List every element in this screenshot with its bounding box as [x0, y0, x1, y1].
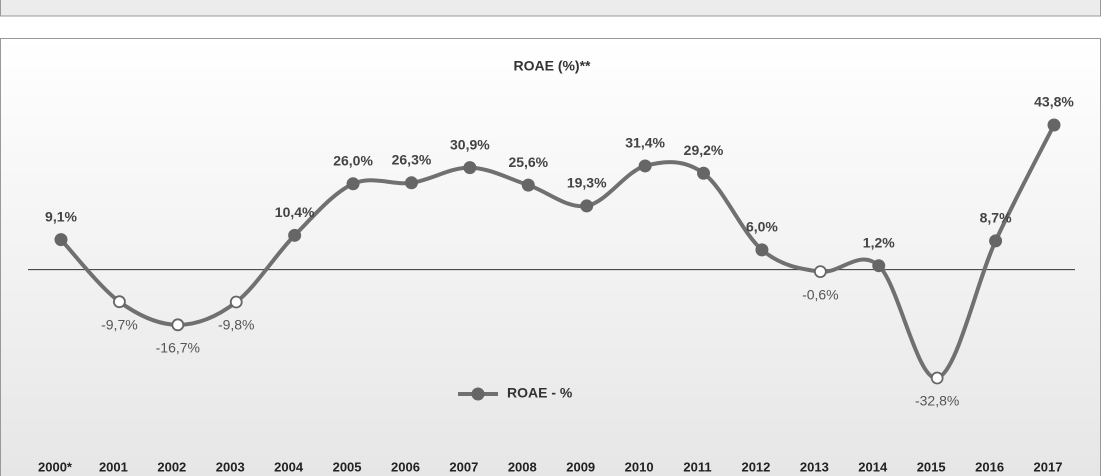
top-panel: [0, 0, 1101, 17]
x-tick-label: 2006: [391, 459, 420, 474]
data-label: 29,2%: [684, 142, 724, 158]
x-tick-label: 2003: [216, 459, 245, 474]
point: [638, 159, 652, 173]
point: [229, 295, 243, 309]
point: [288, 228, 302, 242]
legend-marker: [471, 387, 485, 401]
point: [755, 243, 769, 257]
data-label: 31,4%: [625, 135, 665, 151]
x-tick-label: 2009: [566, 459, 595, 474]
x-tick-label: 2001: [99, 459, 128, 474]
x-tick-label: 2011: [683, 459, 711, 474]
point: [404, 176, 418, 190]
data-label: 10,4%: [275, 204, 315, 220]
x-tick-label: 2005: [333, 459, 362, 474]
point: [463, 161, 477, 175]
point: [580, 199, 594, 213]
point: [1047, 118, 1061, 132]
point: [697, 166, 711, 180]
data-label: 6,0%: [746, 219, 778, 235]
point: [54, 233, 68, 247]
x-tick-label: 2017: [1034, 459, 1063, 474]
point: [346, 177, 360, 191]
data-label: 26,0%: [333, 152, 373, 168]
x-tick-label: 2008: [508, 459, 537, 474]
x-tick-label: 2015: [917, 459, 946, 474]
chart-panel: [0, 38, 1101, 476]
legend-label: ROAE - %: [507, 385, 573, 401]
x-tick-label: 2004: [274, 459, 304, 474]
x-tick-label: 2014: [858, 459, 888, 474]
point: [113, 295, 126, 309]
data-label: 43,8%: [1034, 94, 1074, 110]
point: [171, 318, 185, 332]
data-label: 30,9%: [450, 136, 490, 152]
data-label: 25,6%: [508, 154, 548, 170]
data-label: -9,7%: [101, 316, 138, 332]
chart-title: ROAE (%)**: [513, 58, 591, 74]
point: [930, 371, 944, 385]
point: [989, 234, 1003, 248]
x-tick-label: 2007: [449, 459, 478, 474]
point: [813, 265, 827, 279]
x-tick-label: 2002: [157, 459, 186, 474]
x-tick-label: 2012: [741, 459, 770, 474]
x-tick-label: 2016: [975, 459, 1004, 474]
x-tick-label: 2010: [625, 459, 654, 474]
data-label: 9,1%: [45, 208, 77, 224]
point: [872, 259, 886, 273]
data-label: -9,8%: [218, 317, 255, 333]
data-label: -0,6%: [802, 286, 839, 302]
data-label: 19,3%: [567, 175, 607, 191]
point: [521, 178, 535, 192]
data-label: -16,7%: [156, 340, 200, 356]
data-label: 26,3%: [392, 152, 432, 168]
data-label: -32,8%: [915, 393, 959, 409]
x-tick-label: 2013: [800, 459, 829, 474]
data-label: 8,7%: [980, 210, 1012, 226]
data-label: 1,2%: [863, 234, 895, 250]
x-tick-label: 2000*: [38, 459, 73, 474]
